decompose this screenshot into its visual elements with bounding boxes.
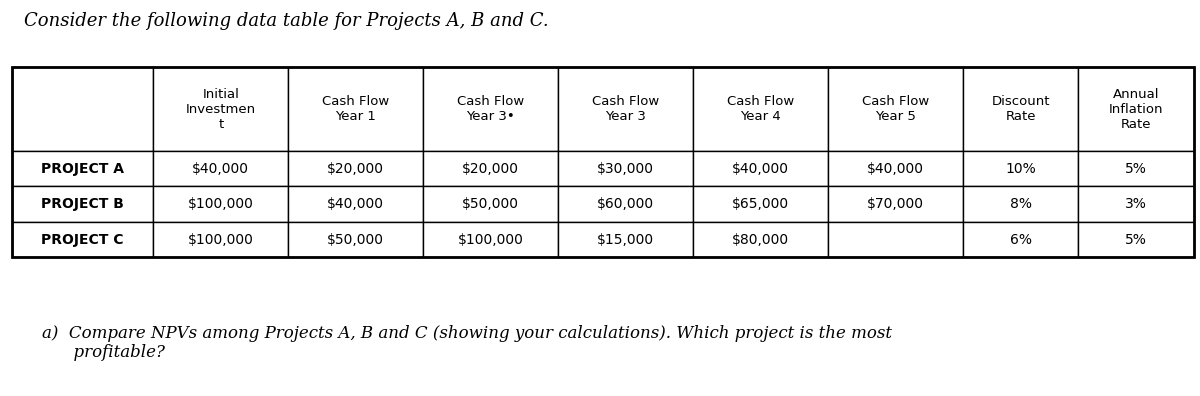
Text: 5%: 5% (1126, 233, 1147, 247)
Text: $70,000: $70,000 (866, 197, 924, 211)
Text: $30,000: $30,000 (596, 162, 654, 176)
Bar (424, 222, 558, 257)
Text: Cash Flow
Year 3: Cash Flow Year 3 (592, 95, 659, 123)
Bar (558, 151, 692, 187)
Bar (692, 151, 828, 187)
Text: 8%: 8% (1009, 197, 1032, 211)
Bar (828, 67, 962, 151)
Bar (12, 151, 154, 187)
Bar (12, 222, 154, 257)
Bar (1079, 151, 1194, 187)
Text: $20,000: $20,000 (328, 162, 384, 176)
Bar (558, 187, 692, 222)
Bar (828, 151, 962, 187)
Text: $15,000: $15,000 (596, 233, 654, 247)
Text: $60,000: $60,000 (596, 197, 654, 211)
Text: $100,000: $100,000 (188, 197, 253, 211)
Text: $40,000: $40,000 (866, 162, 924, 176)
Bar (692, 187, 828, 222)
Text: $40,000: $40,000 (328, 197, 384, 211)
Bar (154, 151, 288, 187)
Bar (288, 67, 424, 151)
Text: $100,000: $100,000 (188, 233, 253, 247)
Bar (288, 151, 424, 187)
Text: PROJECT C: PROJECT C (42, 233, 124, 247)
Text: $40,000: $40,000 (192, 162, 250, 176)
Bar (288, 222, 424, 257)
Text: Cash Flow
Year 1: Cash Flow Year 1 (322, 95, 389, 123)
Text: $50,000: $50,000 (462, 197, 520, 211)
Bar (12, 187, 154, 222)
Text: 10%: 10% (1006, 162, 1036, 176)
Bar (154, 67, 288, 151)
Bar (962, 67, 1079, 151)
Text: $80,000: $80,000 (732, 233, 788, 247)
Bar (424, 187, 558, 222)
Bar (828, 222, 962, 257)
Bar (962, 222, 1079, 257)
Text: 6%: 6% (1009, 233, 1032, 247)
Bar (1079, 67, 1194, 151)
Text: Cash Flow
Year 3•: Cash Flow Year 3• (457, 95, 524, 123)
Bar (962, 151, 1079, 187)
Bar (1079, 222, 1194, 257)
Bar (692, 67, 828, 151)
Text: Annual
Inflation
Rate: Annual Inflation Rate (1109, 88, 1164, 131)
Bar (12, 67, 1194, 257)
Bar (424, 151, 558, 187)
Text: 5%: 5% (1126, 162, 1147, 176)
Bar (962, 187, 1079, 222)
Text: $65,000: $65,000 (732, 197, 788, 211)
Bar (12, 67, 154, 151)
Bar (828, 187, 962, 222)
Bar (288, 187, 424, 222)
Text: $100,000: $100,000 (457, 233, 523, 247)
Text: PROJECT A: PROJECT A (41, 162, 124, 176)
Bar (558, 67, 692, 151)
Text: a)  Compare NPVs among Projects A, B and C (showing your calculations). Which pr: a) Compare NPVs among Projects A, B and … (42, 325, 892, 361)
Bar (424, 67, 558, 151)
Text: $40,000: $40,000 (732, 162, 788, 176)
Text: 3%: 3% (1126, 197, 1147, 211)
Bar (154, 222, 288, 257)
Text: PROJECT B: PROJECT B (41, 197, 124, 211)
Text: Cash Flow
Year 5: Cash Flow Year 5 (862, 95, 929, 123)
Bar (558, 222, 692, 257)
Bar (1079, 187, 1194, 222)
Bar (154, 187, 288, 222)
Text: $20,000: $20,000 (462, 162, 520, 176)
Text: $50,000: $50,000 (328, 233, 384, 247)
Text: Consider the following data table for Projects A, B and C.: Consider the following data table for Pr… (24, 12, 548, 30)
Text: Initial
Investmen
t: Initial Investmen t (186, 88, 256, 131)
Text: Discount
Rate: Discount Rate (991, 95, 1050, 123)
Bar (692, 222, 828, 257)
Text: Cash Flow
Year 4: Cash Flow Year 4 (727, 95, 794, 123)
